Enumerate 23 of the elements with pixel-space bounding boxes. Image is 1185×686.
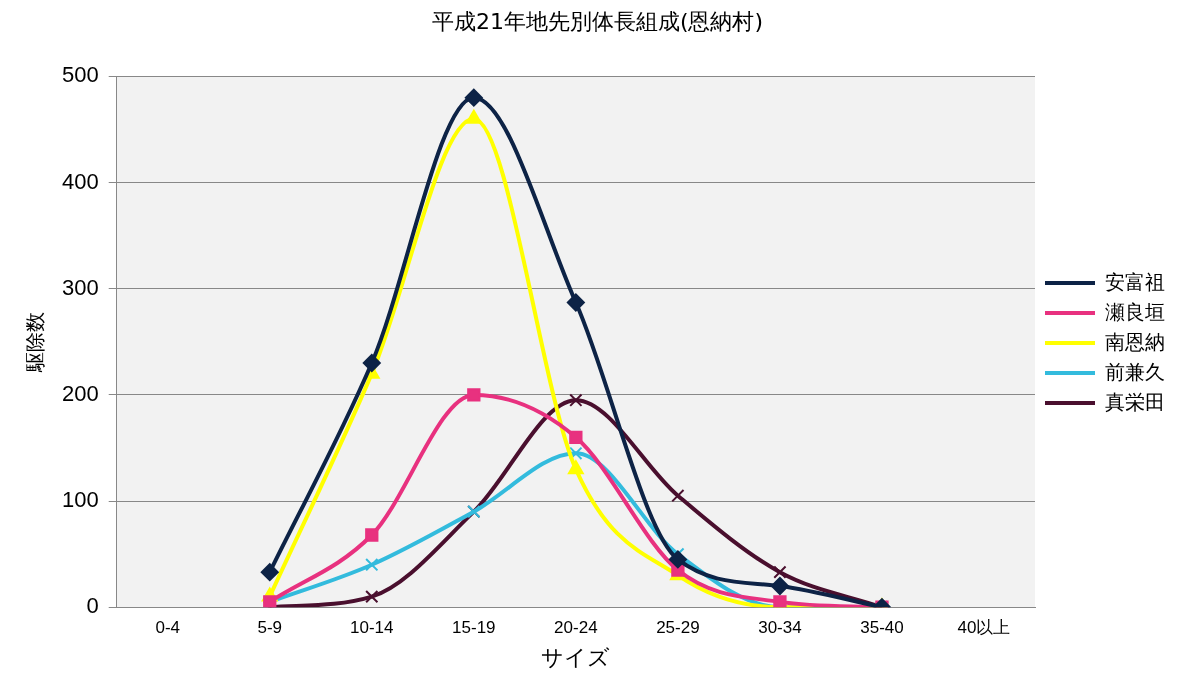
x-tick-label: 20-24	[554, 618, 598, 638]
x-tick-label: 30-34	[758, 618, 802, 638]
x-tick-label: 15-19	[452, 618, 496, 638]
x-tick-label: 0-4	[155, 618, 181, 638]
x-tick-label: 25-29	[656, 618, 700, 638]
x-tick-label: 10-14	[350, 618, 394, 638]
legend-label: 南恩納	[1105, 330, 1165, 353]
y-tick-label: 200	[61, 380, 99, 406]
y-tick-label: 0	[86, 593, 99, 619]
x-axis-title: サイズ	[541, 644, 611, 670]
legend-label: 真栄田	[1105, 390, 1165, 413]
y-tick-label: 100	[61, 487, 99, 513]
y-tick-label: 500	[61, 62, 99, 88]
legend-label: 瀬良垣	[1105, 300, 1165, 323]
chart-title: 平成21年地先別体長組成(恩納村)	[431, 8, 764, 34]
y-axis-title: 駆除数	[23, 311, 46, 373]
x-tick-label: 35-40	[860, 618, 904, 638]
legend-label: 前兼久	[1105, 360, 1165, 383]
y-tick-label: 400	[61, 168, 99, 194]
x-tick-label: 40以上	[957, 618, 1011, 638]
x-tick-label: 5-9	[257, 618, 283, 638]
y-tick-label: 300	[61, 274, 99, 300]
legend-label: 安富祖	[1105, 270, 1165, 293]
